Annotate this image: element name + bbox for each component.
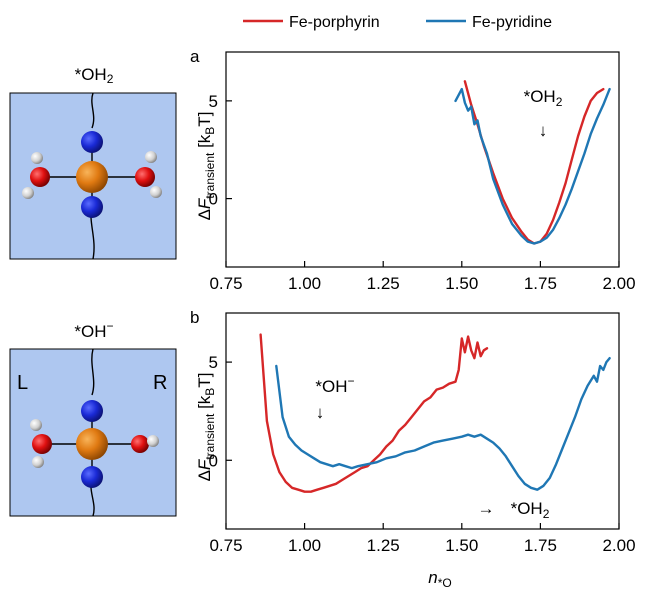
series-line-fe-porphyrin (259, 333, 489, 493)
molecule-title-oh-minus: *OH− (74, 319, 113, 341)
plot-frame (225, 51, 620, 268)
annotation-arrow-right-b: → (478, 499, 495, 518)
side-label-right: R (153, 372, 167, 394)
y-tick-label: 0 (209, 190, 218, 209)
plot-panel-b: 0.75 1.00 1.25 1.50 1.75 2.00 5 0 (209, 312, 636, 555)
oxygen-atom (131, 435, 149, 453)
iron-atom (76, 161, 108, 193)
molecule-oh2: *OH2 (9, 65, 177, 260)
legend-label-pyridine: Fe-pyridine (472, 14, 552, 31)
x-tick-label: 2.00 (602, 274, 635, 293)
x-tick-label: 1.00 (288, 274, 321, 293)
series-line-fe-pyridine (454, 87, 611, 245)
x-tick-label: 1.50 (445, 536, 478, 555)
hydrogen-atom (30, 419, 42, 431)
annotation-oh2-a: *OH2 (524, 87, 563, 109)
x-tick-label: 2.00 (602, 536, 635, 555)
nitrogen-atom (81, 196, 103, 218)
panel-letter-a: a (190, 47, 200, 66)
legend: Fe-porphyrin Fe-pyridine (243, 14, 552, 31)
nitrogen-atom (81, 131, 103, 153)
nitrogen-atom (81, 400, 103, 422)
hydrogen-atom (22, 187, 34, 199)
iron-atom (76, 428, 108, 460)
x-tick-label: 0.75 (209, 274, 242, 293)
side-label-left: L (17, 372, 28, 394)
x-tick-label: 1.25 (367, 274, 400, 293)
nitrogen-atom (81, 466, 103, 488)
hydrogen-atom (145, 151, 157, 163)
y-tick-label: 0 (209, 451, 218, 470)
legend-label-porphyrin: Fe-porphyrin (289, 14, 380, 31)
oxygen-atom (30, 167, 50, 187)
x-axis-label: n*O (428, 568, 451, 590)
x-tick-label: 1.25 (367, 536, 400, 555)
plot-panel-a: 0.75 1.00 1.25 1.50 1.75 2.00 5 0 (209, 51, 636, 293)
y-tick-label: 5 (209, 92, 218, 111)
annotation-oh-minus-b: *OH− (315, 374, 354, 396)
x-tick-label: 1.75 (524, 274, 557, 293)
x-tick-label: 0.75 (209, 536, 242, 555)
x-tick-label: 1.00 (288, 536, 321, 555)
hydrogen-atom (150, 186, 162, 198)
panel-letter-b: b (190, 308, 199, 327)
molecule-oh-minus: *OH− L R (9, 319, 177, 517)
annotation-arrow-down-a: ↓ (539, 121, 548, 140)
series-line-fe-pyridine (275, 357, 611, 491)
x-tick-label: 1.50 (445, 274, 478, 293)
y-tick-label: 5 (209, 353, 218, 372)
hydrogen-atom (147, 435, 159, 447)
oxygen-atom (135, 167, 155, 187)
hydrogen-atom (32, 456, 44, 468)
oxygen-atom (32, 434, 52, 454)
annotation-oh2-b: *OH2 (511, 499, 550, 521)
molecule-title-oh2: *OH2 (75, 65, 114, 86)
hydrogen-atom (31, 152, 43, 164)
annotation-arrow-down-b: ↓ (316, 403, 325, 422)
x-tick-label: 1.75 (524, 536, 557, 555)
plot-frame (225, 312, 620, 530)
